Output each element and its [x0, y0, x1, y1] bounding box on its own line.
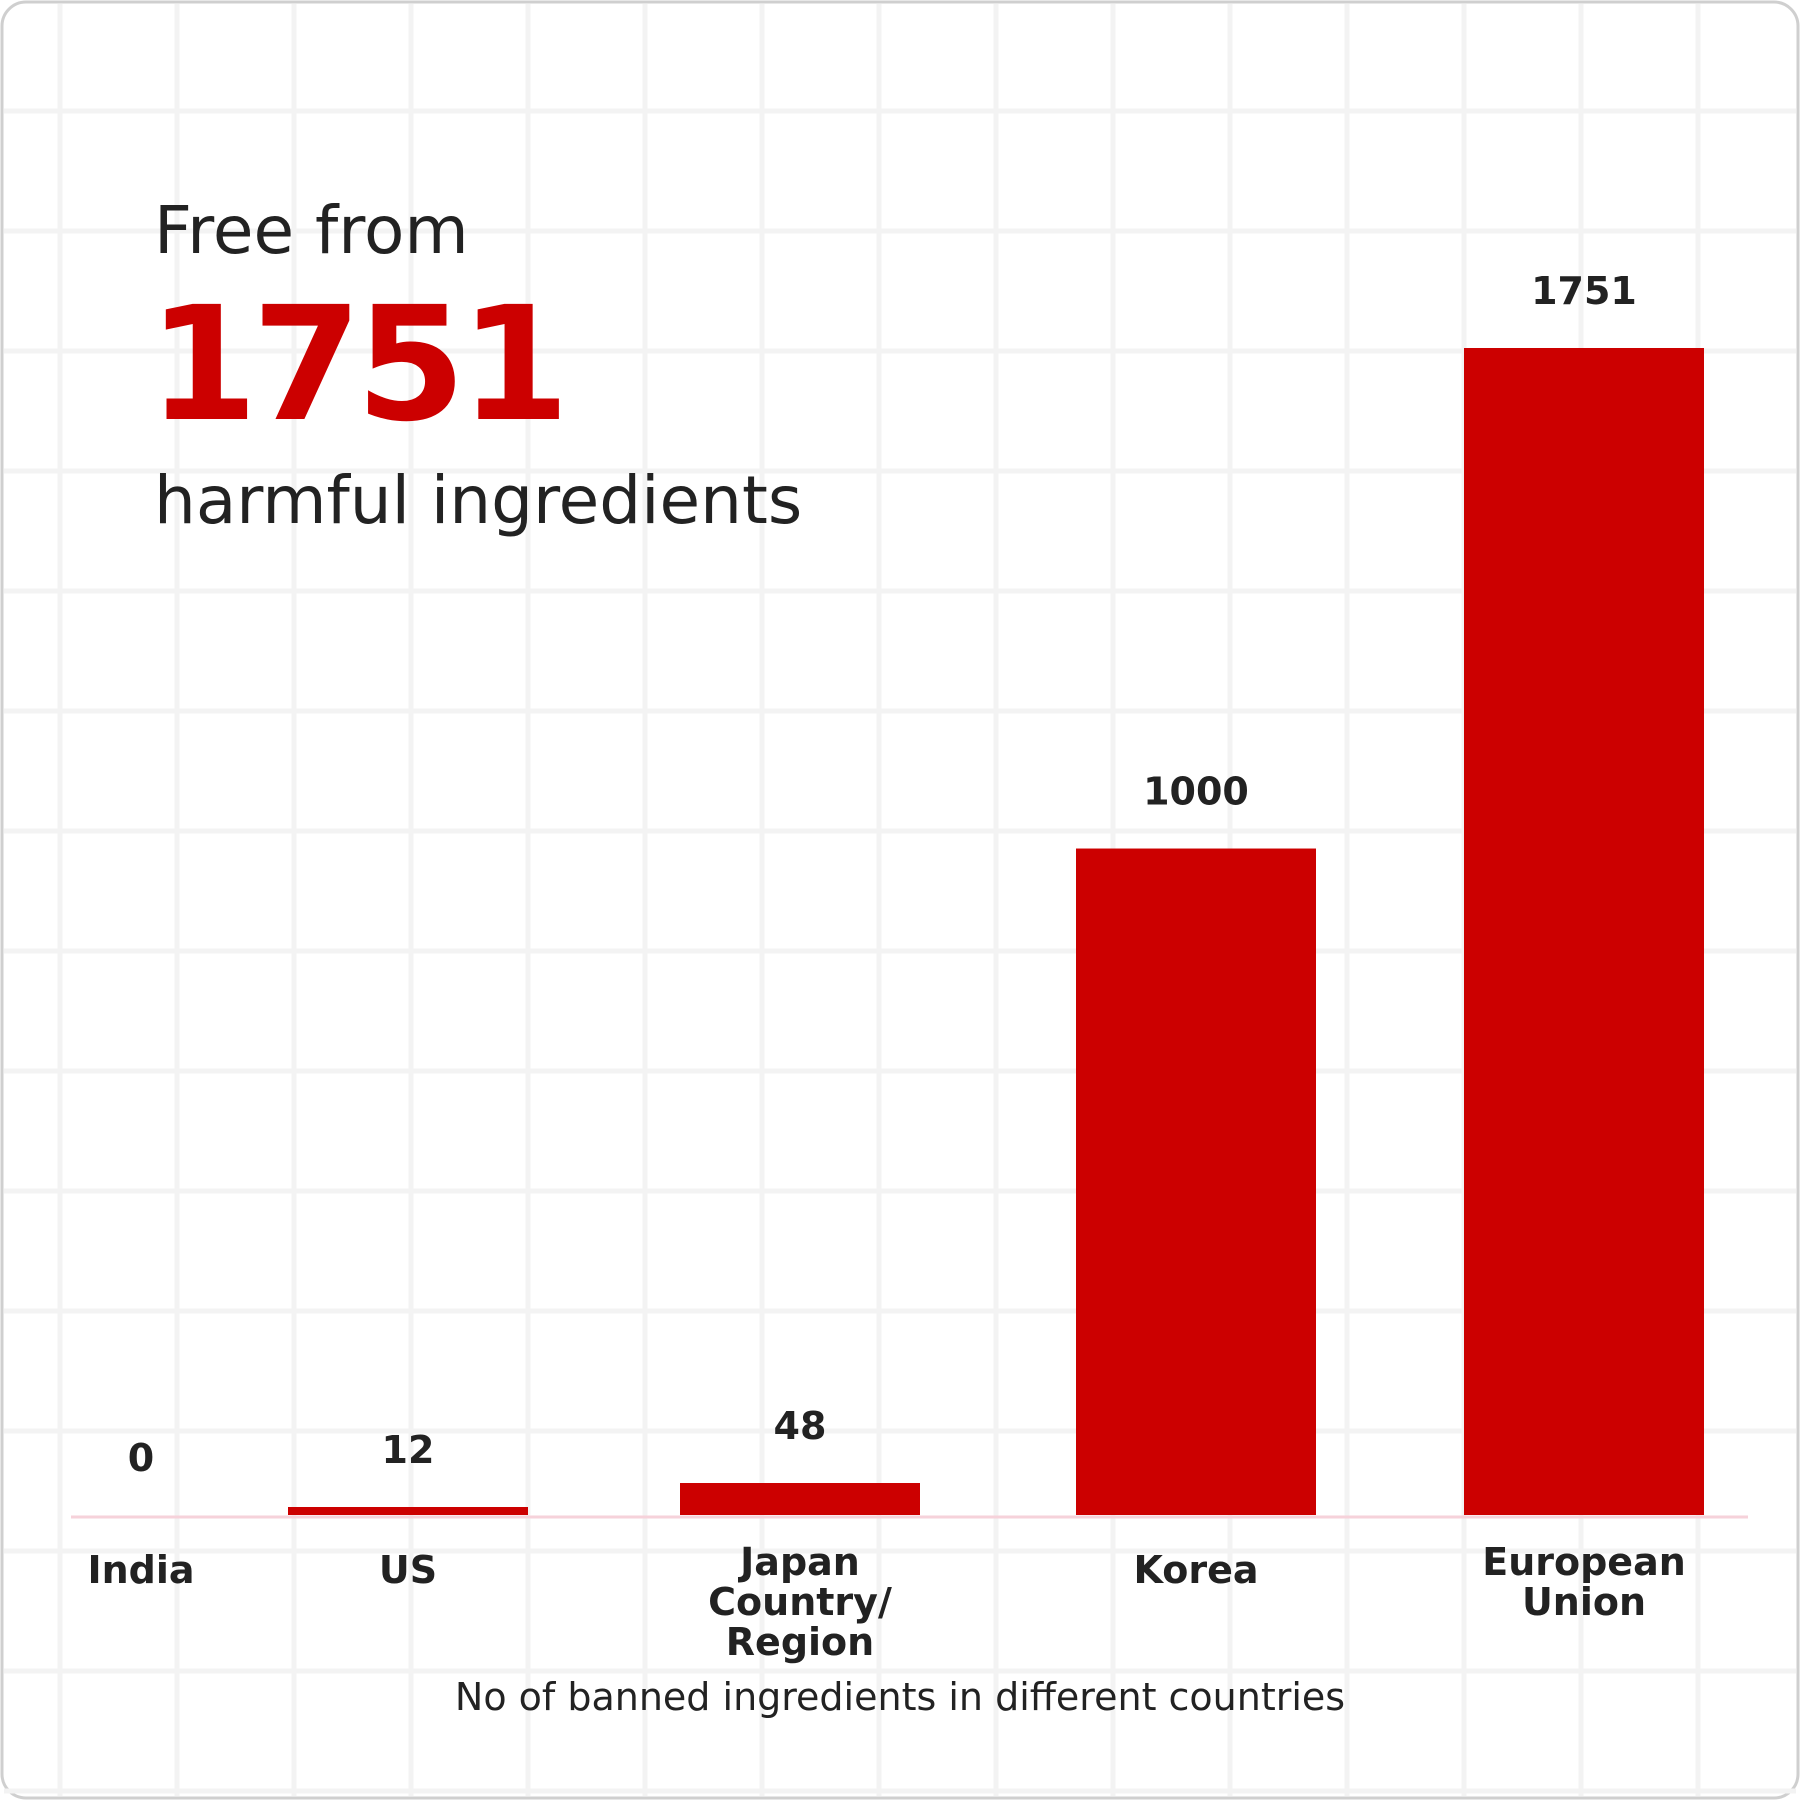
caption: No of banned ingredients in different co…	[454, 1675, 1346, 1719]
x-tick-label: Korea	[1133, 1548, 1259, 1592]
x-tick-label: Japan Country/ Region	[708, 1540, 892, 1664]
x-tick-label: US	[378, 1548, 438, 1592]
data-label: 1751	[1531, 269, 1637, 313]
header-line2: harmful ingredients	[154, 462, 803, 539]
data-label: 0	[128, 1436, 154, 1480]
header-highlight: 1751	[148, 273, 570, 457]
x-tick-label: India	[87, 1548, 195, 1592]
x-tick-label: European Union	[1482, 1540, 1686, 1624]
bar	[288, 1507, 528, 1515]
bar	[680, 1483, 920, 1515]
bar	[1464, 348, 1704, 1515]
bar	[1076, 848, 1316, 1515]
data-label: 12	[382, 1428, 435, 1472]
data-label: 48	[774, 1404, 827, 1448]
header-line1: Free from	[154, 192, 469, 269]
data-label: 1000	[1143, 770, 1249, 814]
